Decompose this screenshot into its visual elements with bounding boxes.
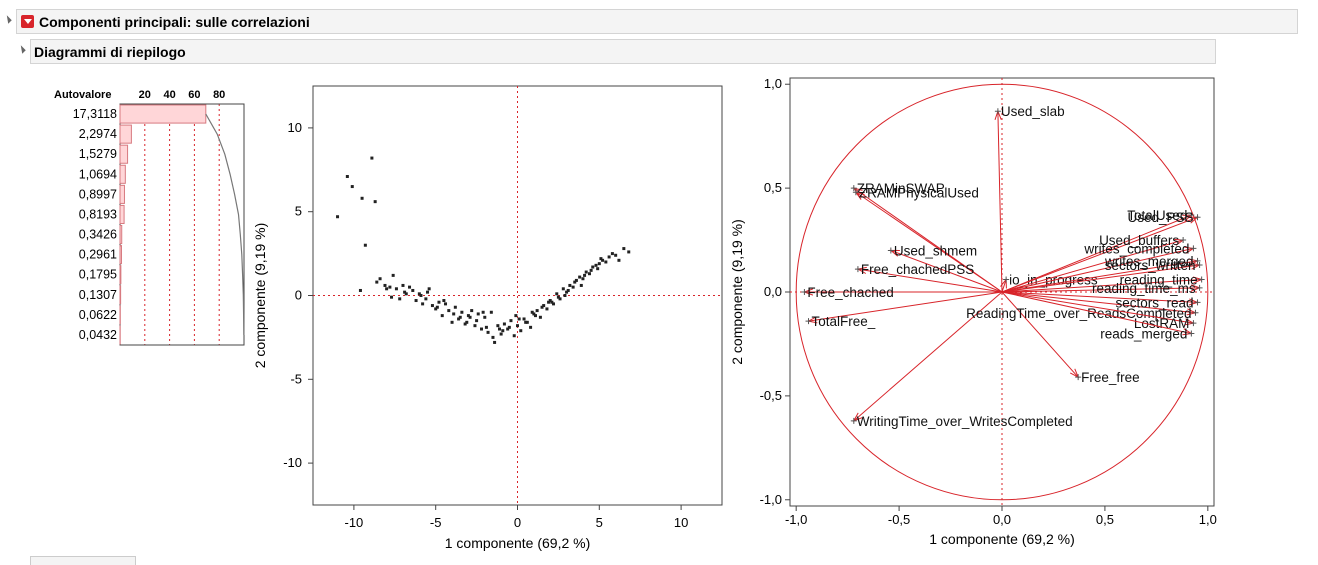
- loading-xtick-label: -0,5: [888, 512, 910, 527]
- loading-ytick-label: 0,5: [764, 180, 782, 195]
- loading-variable-label: ZRAMPhysicalUsed: [859, 185, 979, 200]
- loading-variable-label: WritingTime_over_WritesCompleted: [857, 414, 1073, 429]
- loading-ytick-label: -0,5: [760, 388, 782, 403]
- loading-variable-label: Used_slab: [1001, 104, 1065, 119]
- loading-variable-label: Used_PSS: [1127, 210, 1193, 225]
- loading-variable-label: sectors_read: [1115, 295, 1193, 310]
- loading-variable-label: Used_shmem: [894, 243, 977, 258]
- loading-ytick-label: -1,0: [760, 492, 782, 507]
- loading-xtick-label: 0,5: [1096, 512, 1114, 527]
- loading-ytick-label: 0,0: [764, 284, 782, 299]
- loading-variable-label: sectors_written: [1105, 258, 1196, 273]
- loading-xtick-label: 0,0: [993, 512, 1011, 527]
- loading-variable-label: reading_time_ms: [1092, 281, 1196, 296]
- bottom-tab[interactable]: [30, 556, 136, 565]
- loading-variable-label: TotalFree_: [812, 314, 876, 329]
- loading-y-axis-label: 2 componente (9,19 %): [729, 219, 745, 365]
- loading-xtick-label: -1,0: [785, 512, 807, 527]
- loading-ytick-label: 1,0: [764, 76, 782, 91]
- loading-variable-label: Free_free: [1081, 370, 1140, 385]
- loading-x-axis-label: 1 componente (69,2 %): [929, 531, 1075, 547]
- loading-xtick-label: 1,0: [1199, 512, 1217, 527]
- loading-variable-label: Free_chachedPSS: [861, 262, 974, 277]
- loading-variable-label: reads_merged: [1100, 327, 1187, 342]
- loading-variable-label: Free_chached: [807, 285, 893, 300]
